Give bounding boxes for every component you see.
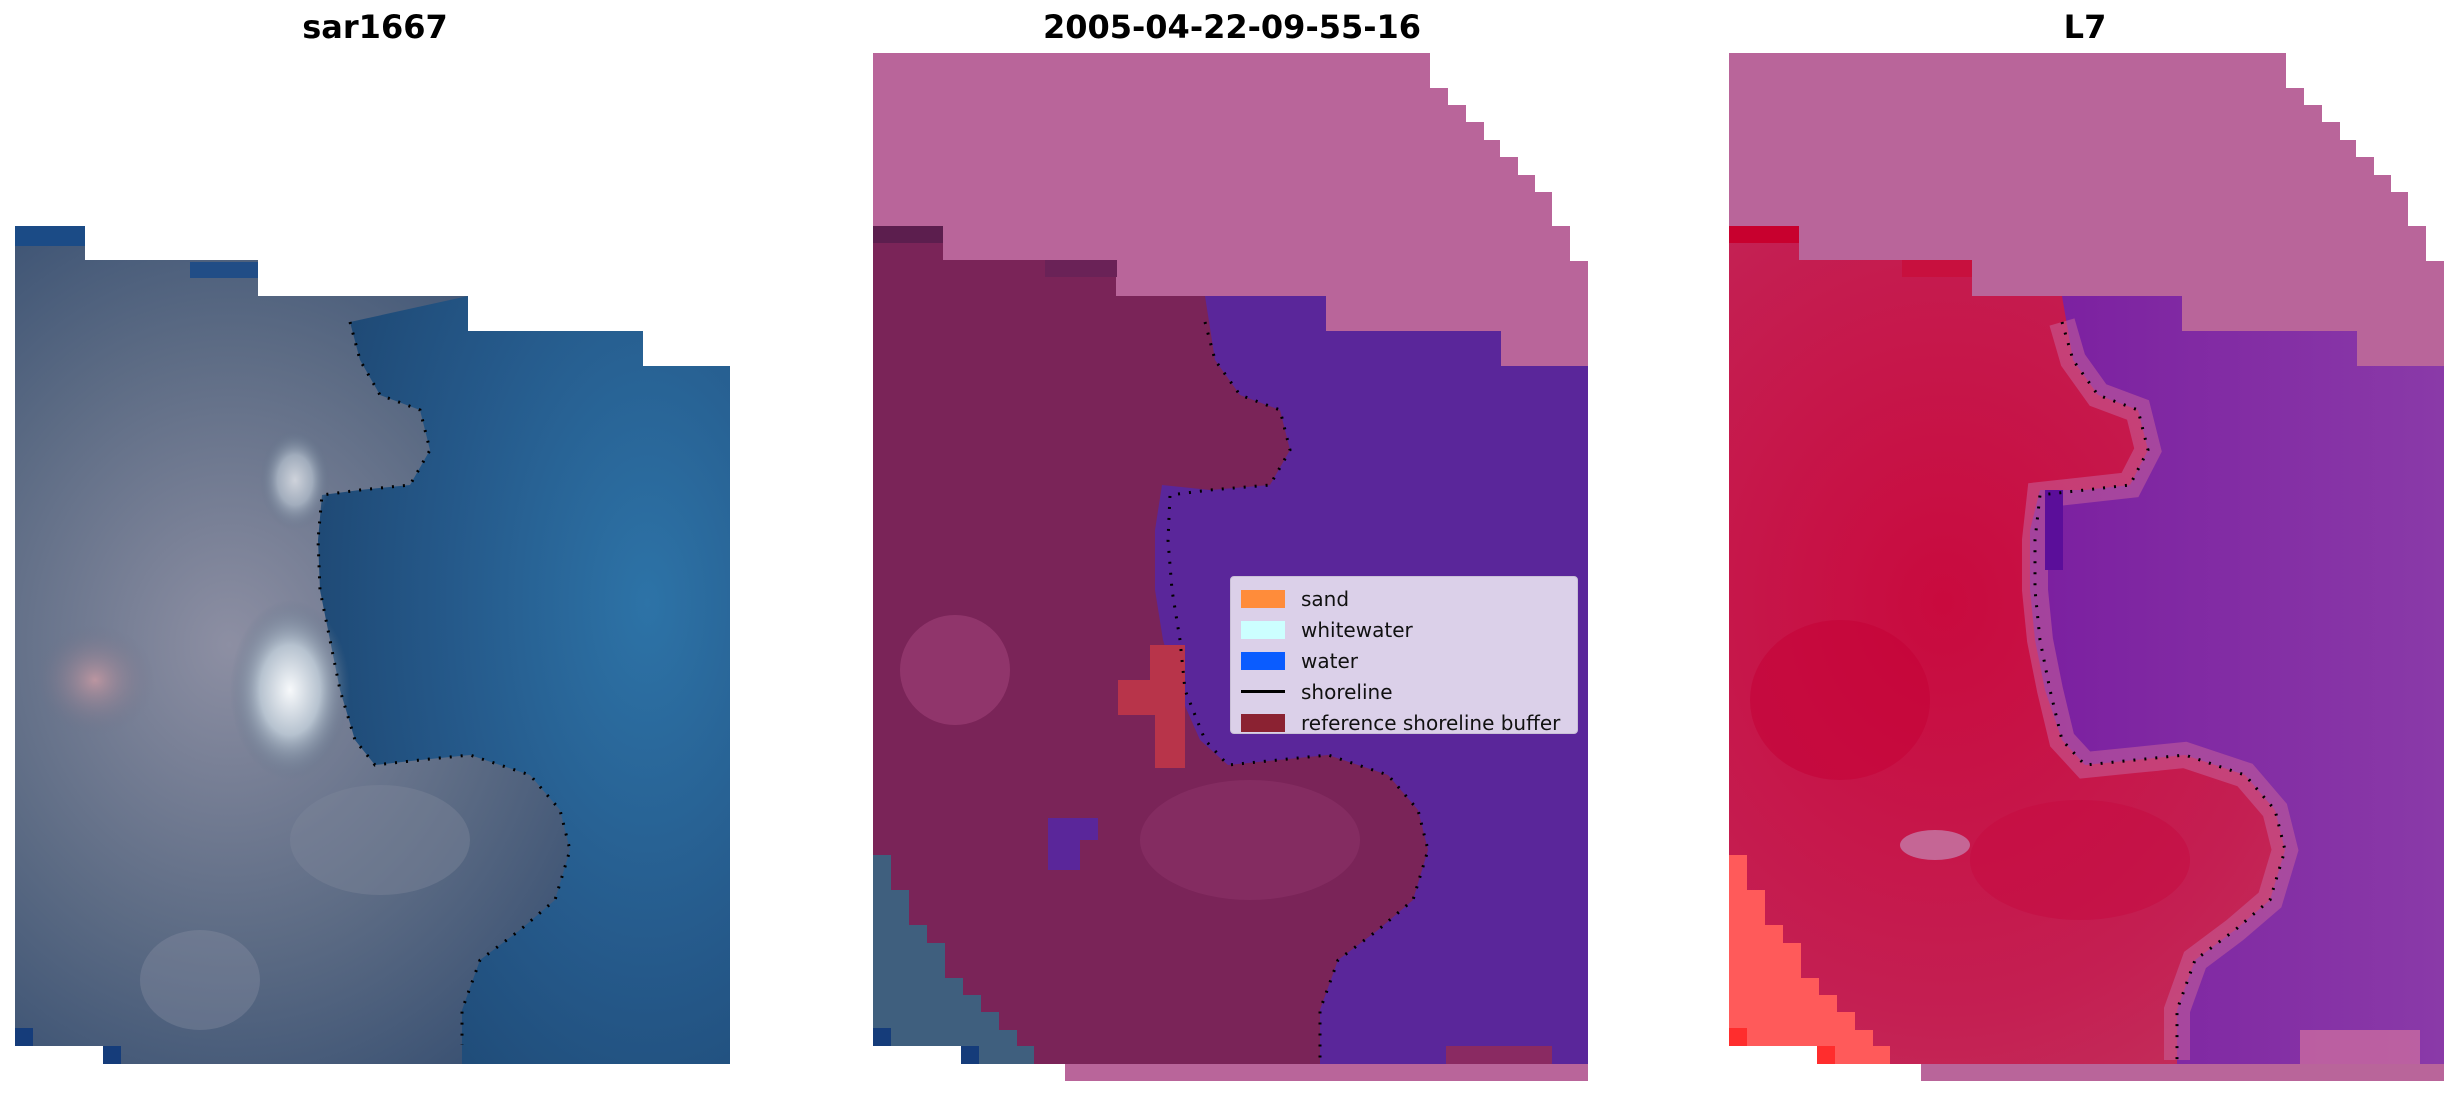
- nodata-mask-top: [873, 53, 1588, 366]
- legend: sand whitewater water shoreline referenc…: [1230, 576, 1578, 735]
- legend-label: shoreline: [1301, 679, 1393, 704]
- legend-label: water: [1301, 648, 1358, 673]
- rgb-pink-patch: [35, 625, 155, 735]
- legend-item-buffer: reference shoreline buffer: [1241, 707, 1567, 738]
- rgb-whitewater-bright: [230, 600, 350, 780]
- ndwi-red-block: [1817, 1046, 1835, 1064]
- panel-ndwi-image: [1729, 53, 2444, 1081]
- ndwi-pale-patch: [1900, 830, 1970, 860]
- classified-water-blob: [1048, 818, 1098, 870]
- panel-title-classified: 2005-04-22-09-55-16: [1042, 8, 1422, 46]
- ndwi-shoreline: [2033, 321, 2287, 1060]
- rgb-sea-area: [318, 296, 730, 1064]
- legend-item-shoreline: shoreline: [1241, 676, 1567, 707]
- classified-dark-block: [873, 1028, 891, 1046]
- ndwi-red-block: [1729, 226, 1799, 243]
- classified-land-light: [1140, 780, 1360, 900]
- classified-buffer-patch: [1118, 645, 1185, 768]
- rgb-dark-block: [15, 1028, 33, 1046]
- legend-swatch-sand: [1241, 589, 1285, 608]
- legend-item-sand: sand: [1241, 583, 1567, 614]
- rgb-dark-block: [190, 262, 258, 278]
- classified-corner-image: [873, 855, 1034, 1064]
- legend-swatch-shoreline: [1241, 690, 1285, 693]
- ndwi-land-core: [1750, 620, 1930, 780]
- legend-swatch-buffer: [1241, 713, 1285, 732]
- ndwi-nodata-mask-top: [1729, 53, 2444, 366]
- legend-item-whitewater: whitewater: [1241, 614, 1567, 645]
- classified-land-light: [900, 615, 1010, 725]
- legend-item-water: water: [1241, 645, 1567, 676]
- ndwi-land-core: [1970, 800, 2190, 920]
- classified-dark-block: [961, 1046, 979, 1064]
- ndwi-nodata-mask-bottom: [1921, 1064, 2444, 1081]
- ndwi-bottom-patch: [2300, 1030, 2420, 1064]
- ndwi-red-block: [1902, 260, 1972, 277]
- rgb-grey-patch: [140, 930, 260, 1030]
- legend-label: reference shoreline buffer: [1301, 710, 1561, 735]
- panel-rgb-image: [15, 226, 730, 1064]
- legend-label: sand: [1301, 586, 1350, 611]
- rgb-whitewater-north: [260, 430, 330, 530]
- panel-classified-image: [873, 53, 1588, 1081]
- ndwi-water-dark: [2045, 490, 2063, 570]
- panel-title-rgb: sar1667: [302, 8, 448, 46]
- rgb-dark-block: [103, 1046, 121, 1064]
- rgb-grey-patch: [290, 785, 470, 895]
- classified-dark-corner: [873, 226, 943, 243]
- rgb-dark-block: [15, 226, 85, 246]
- legend-swatch-water: [1241, 651, 1285, 670]
- ndwi-bright-corner: [1729, 855, 1890, 1064]
- nodata-mask-bottom: [1065, 1064, 1588, 1081]
- ndwi-red-block: [1729, 1028, 1747, 1046]
- legend-swatch-whitewater: [1241, 620, 1285, 639]
- legend-label: whitewater: [1301, 617, 1413, 642]
- classified-dark-corner: [1045, 260, 1117, 277]
- classified-bottom-dark: [1446, 1046, 1552, 1064]
- panel-title-ndwi: L7: [2063, 8, 2107, 46]
